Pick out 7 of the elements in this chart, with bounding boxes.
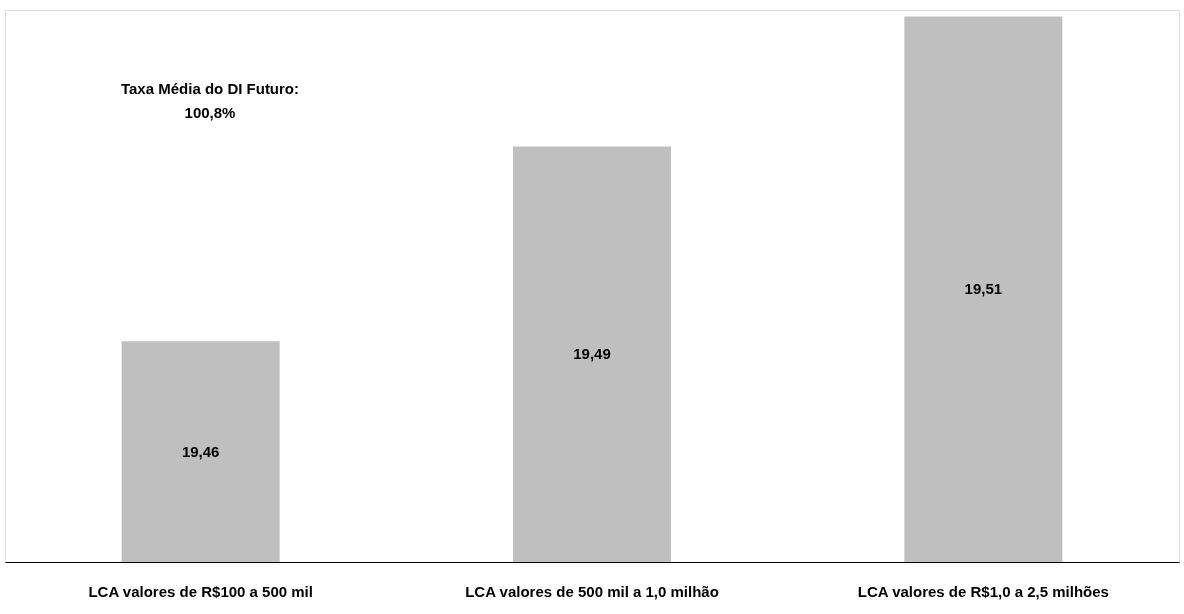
x-tick-label: LCA valores de 500 mil a 1,0 milhão [465, 582, 719, 600]
x-tick-label: LCA valores de R$1,0 a 2,5 milhões [857, 582, 1109, 600]
annotation: Taxa Média do DI Futuro: 100,8% [120, 80, 300, 121]
data-label: 19,51 [964, 280, 1003, 298]
data-label: 19,49 [573, 345, 611, 363]
x-tick-label: LCA valores de R$100 a 500 mil [88, 582, 313, 600]
data-label: 19,46 [181, 442, 220, 460]
